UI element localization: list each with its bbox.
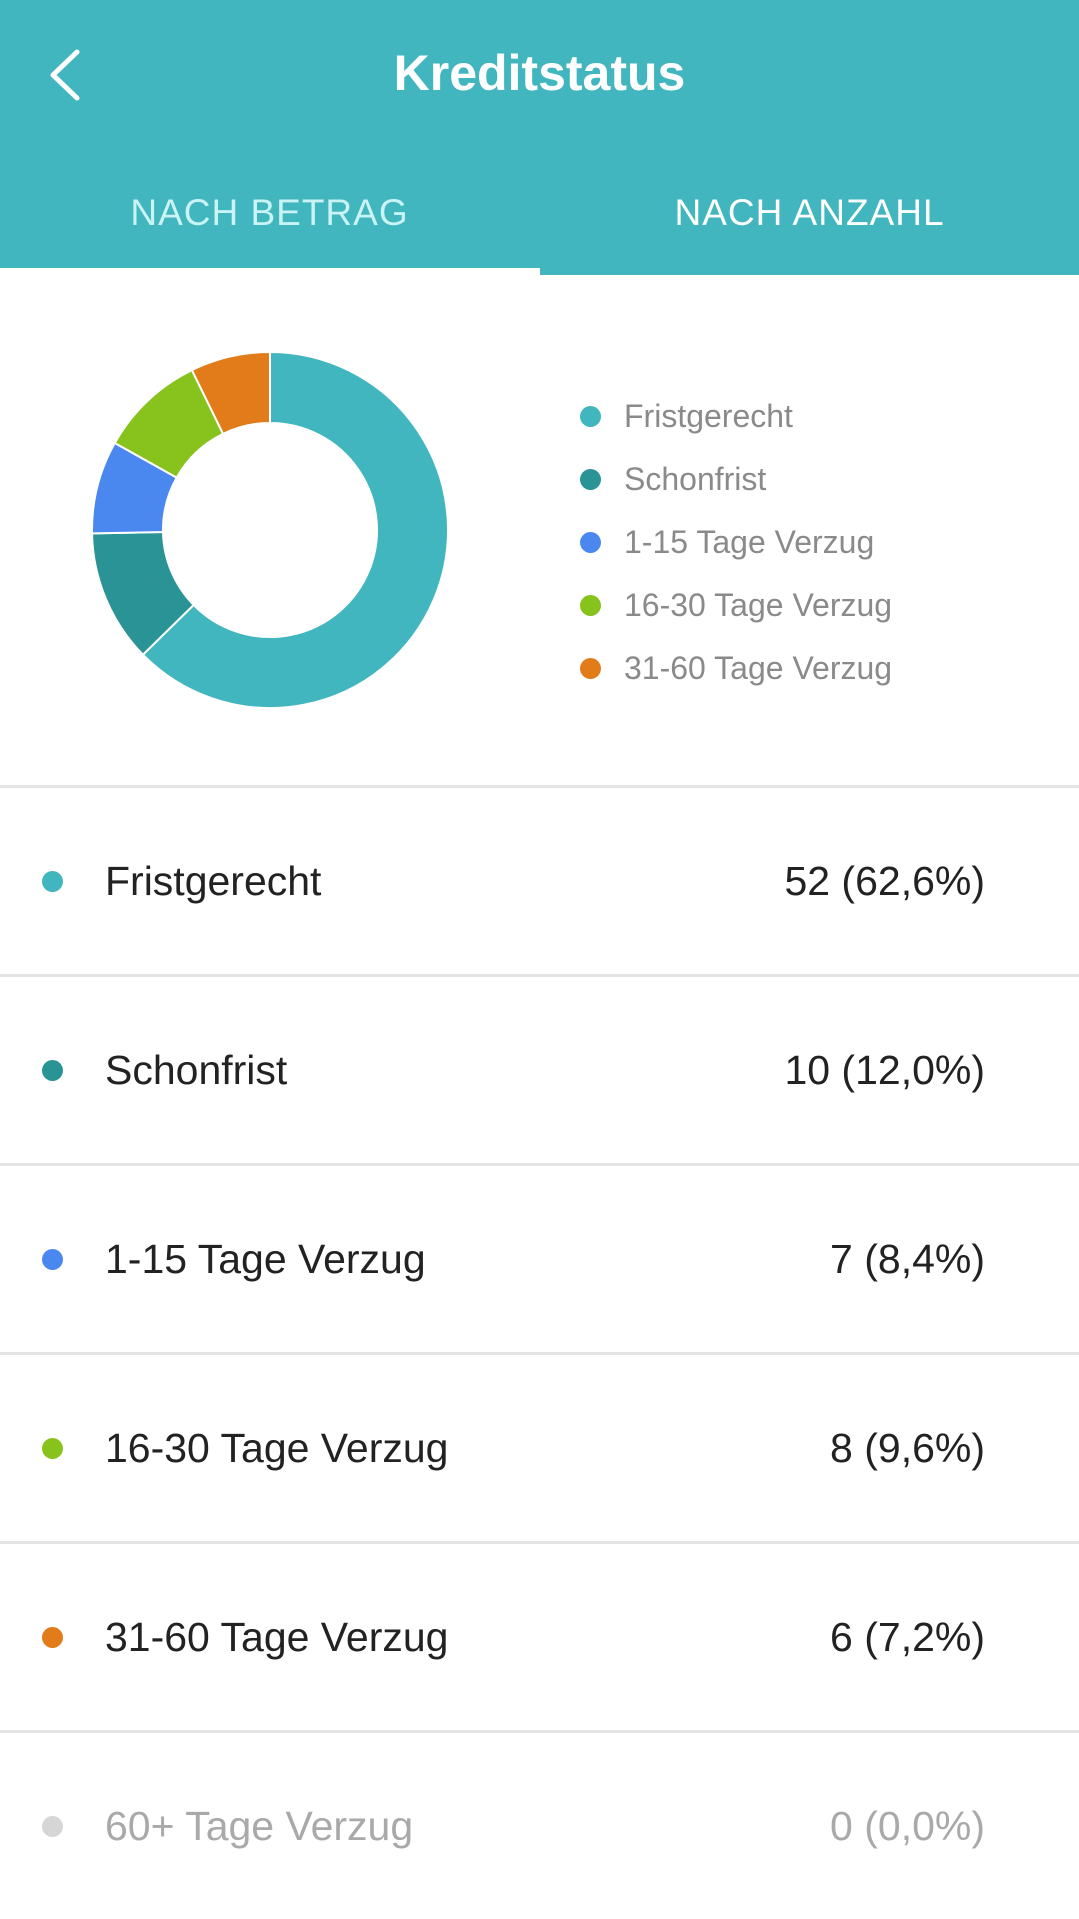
row-value: 7 (8,4%) (830, 1235, 985, 1282)
divider (0, 1163, 1079, 1166)
legend-item-fristgerecht: Fristgerecht (580, 385, 892, 448)
row-label: Fristgerecht (105, 857, 322, 904)
chart-legend: Fristgerecht Schonfrist 1-15 Tage Verzug… (580, 385, 892, 700)
chevron-left-icon (50, 49, 80, 101)
row-value: 6 (7,2%) (830, 1613, 985, 1660)
divider (0, 1730, 1079, 1733)
page-title: Kreditstatus (393, 45, 686, 101)
chart-section: Fristgerecht Schonfrist 1-15 Tage Verzug… (0, 275, 1079, 785)
legend-label: Schonfrist (624, 461, 767, 497)
list-item-31-60[interactable]: 31-60 Tage Verzug 6 (7,2%) (0, 1544, 1079, 1730)
legend-label: 31-60 Tage Verzug (624, 650, 893, 686)
legend-dot (580, 532, 601, 553)
status-dot (42, 1248, 63, 1270)
legend-label: Fristgerecht (624, 398, 793, 434)
legend-label: 1-15 Tage Verzug (624, 524, 875, 560)
row-value: 10 (12,0%) (784, 1046, 985, 1093)
legend-item-16-30: 16-30 Tage Verzug (580, 574, 892, 637)
row-value: 0 (0,0%) (830, 1802, 985, 1849)
legend-item-schonfrist: Schonfrist (580, 448, 892, 511)
list-item-60-plus[interactable]: 60+ Tage Verzug 0 (0,0%) (0, 1733, 1079, 1919)
status-dot (42, 1815, 63, 1837)
divider (0, 1541, 1079, 1544)
legend-dot (580, 658, 601, 679)
tab-nach-betrag[interactable]: NACH BETRAG (130, 192, 409, 233)
app-header: Kreditstatus NACH BETRAG NACH ANZAHL (0, 0, 1079, 275)
divider (0, 1352, 1079, 1355)
legend-label: 16-30 Tage Verzug (624, 587, 893, 623)
row-label: 31-60 Tage Verzug (105, 1613, 449, 1660)
row-label: 1-15 Tage Verzug (105, 1235, 426, 1282)
list-item-fristgerecht[interactable]: Fristgerecht 52 (62,6%) (0, 788, 1079, 974)
row-value: 52 (62,6%) (784, 857, 985, 904)
row-label: Schonfrist (105, 1046, 288, 1093)
legend-dot (580, 469, 601, 490)
donut-slice-31-60-tage-verzug (190, 350, 271, 436)
row-label: 60+ Tage Verzug (105, 1802, 414, 1849)
status-dot (42, 1437, 63, 1459)
tab-indicator-background (0, 268, 540, 275)
list-item-schonfrist[interactable]: Schonfrist 10 (12,0%) (0, 977, 1079, 1163)
legend-dot (580, 406, 601, 427)
tab-nach-anzahl[interactable]: NACH ANZAHL (674, 192, 945, 233)
row-value: 8 (9,6%) (830, 1424, 985, 1471)
list-item-16-30[interactable]: 16-30 Tage Verzug 8 (9,6%) (0, 1355, 1079, 1541)
legend-item-31-60: 31-60 Tage Verzug (580, 637, 892, 700)
donut-chart (91, 350, 449, 709)
row-label: 16-30 Tage Verzug (105, 1424, 449, 1471)
back-button[interactable] (30, 40, 100, 110)
status-dot (42, 1626, 63, 1648)
donut-slice-fristgerecht (141, 350, 449, 709)
legend-item-1-15: 1-15 Tage Verzug (580, 511, 892, 574)
divider (0, 974, 1079, 977)
legend-dot (580, 595, 601, 616)
status-dot (42, 870, 63, 892)
list-item-1-15[interactable]: 1-15 Tage Verzug 7 (8,4%) (0, 1166, 1079, 1352)
status-dot (42, 1059, 63, 1081)
divider (0, 785, 1079, 788)
